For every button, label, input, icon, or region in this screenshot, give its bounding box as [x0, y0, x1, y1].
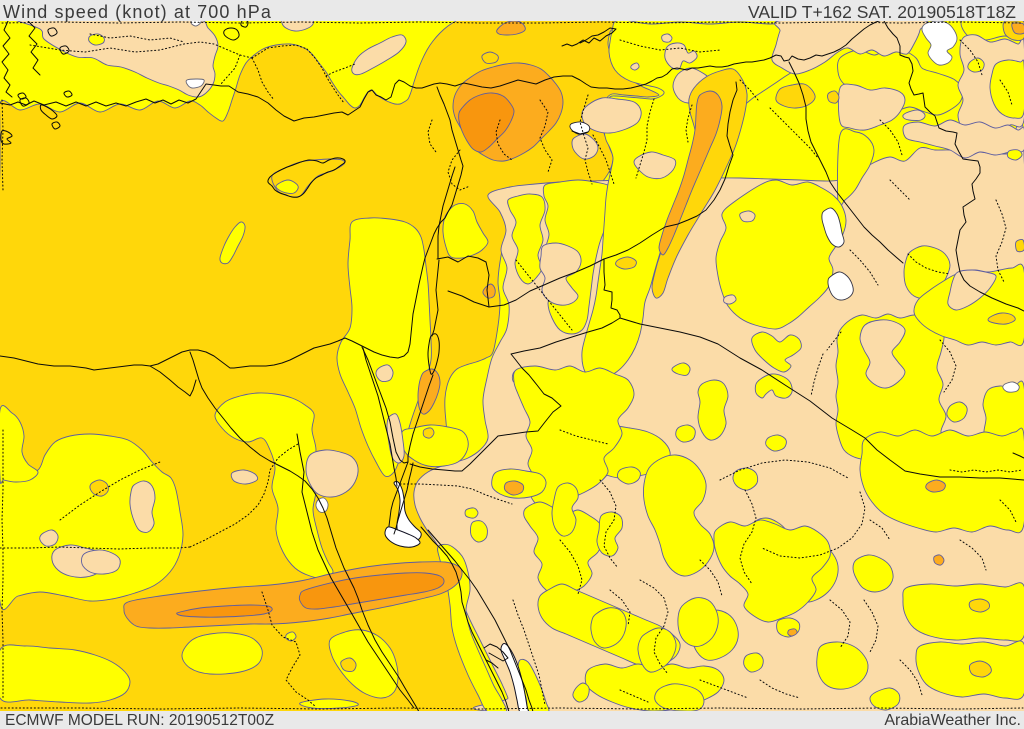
svg-text:ArabiaWeather Inc.: ArabiaWeather Inc. — [884, 712, 1021, 729]
svg-text:ECMWF MODEL RUN: 20190512T00Z: ECMWF MODEL RUN: 20190512T00Z — [5, 712, 274, 729]
svg-text:VALID T+162 SAT. 20190518T18Z: VALID T+162 SAT. 20190518T18Z — [748, 2, 1016, 22]
svg-text:Wind speed (knot) at 700 hPa: Wind speed (knot) at 700 hPa — [3, 2, 272, 22]
